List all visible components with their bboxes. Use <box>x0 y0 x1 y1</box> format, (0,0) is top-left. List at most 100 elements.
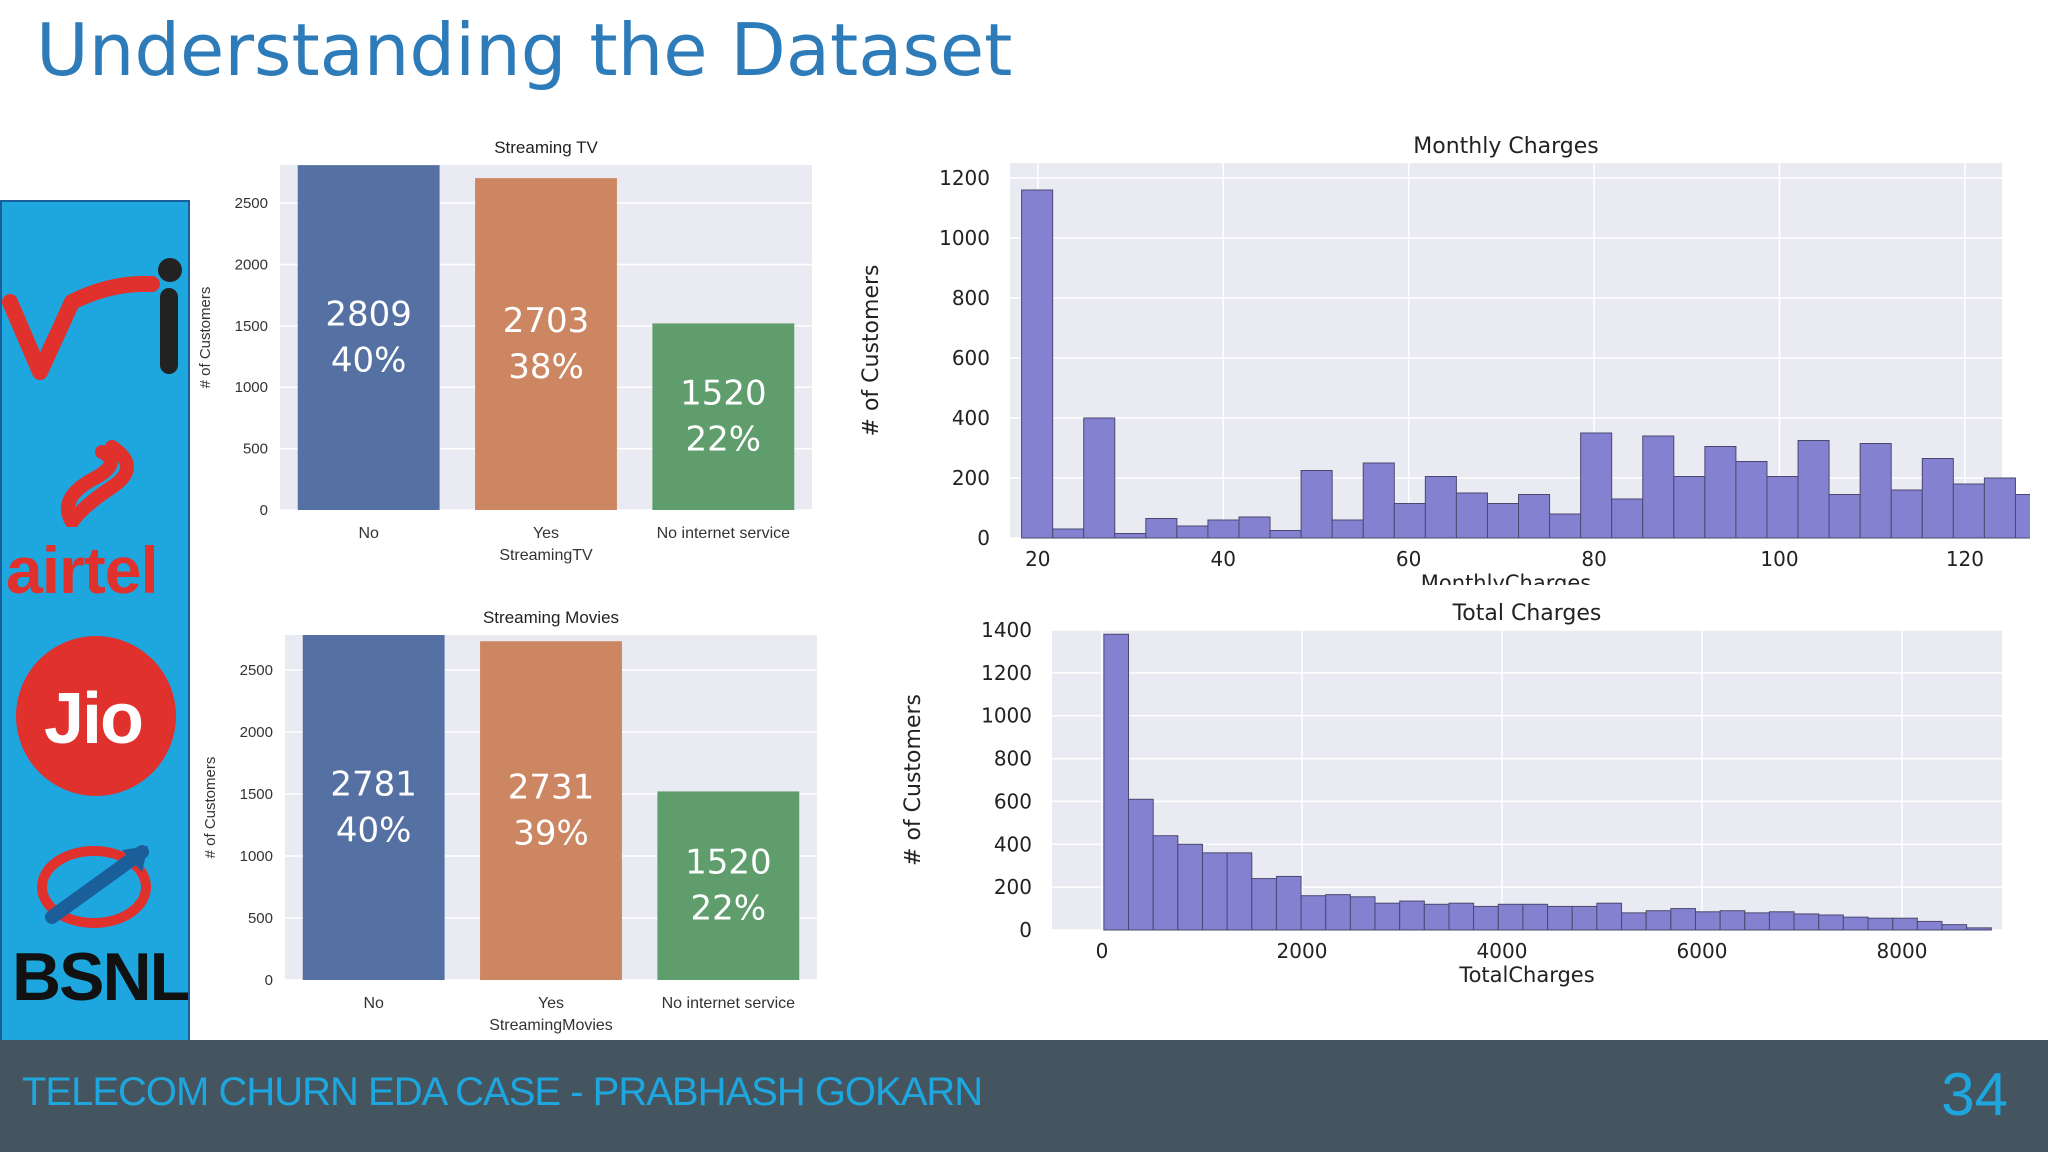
monthly-charges-chart: 0 200 400 600 800 1000 1200 20 40 60 80 100 120 Month… <box>850 118 2030 593</box>
y-tick-label: 0 <box>1019 918 1032 942</box>
y-tick-label: 600 <box>952 346 990 370</box>
histogram-bar <box>1549 513 1582 539</box>
airtel-swoosh-icon <box>61 440 134 527</box>
histogram-bar <box>1571 905 1598 931</box>
y-tick-label: 0 <box>260 502 268 519</box>
footer-bar: TELECOM CHURN EDA CASE - PRABHASH GOKARN… <box>0 1040 2048 1152</box>
chart-title: Streaming TV <box>494 138 598 157</box>
x-tick-label: 80 <box>1581 547 1606 571</box>
histogram-bar <box>1766 476 1799 539</box>
x-tick-label: No <box>363 995 384 1012</box>
histogram-bar <box>1300 895 1327 931</box>
histogram-bar <box>1828 494 1861 539</box>
bar-percent-label: 38% <box>508 347 584 387</box>
histogram-bar <box>1842 916 1869 931</box>
histogram-bar <box>1518 494 1551 539</box>
bar-count-label: 1520 <box>680 374 767 414</box>
histogram-bar <box>1596 902 1623 931</box>
x-tick-label: 6000 <box>1677 939 1728 963</box>
histogram-bar <box>1083 417 1116 539</box>
slide-title: Understanding the Dataset <box>36 8 1013 92</box>
histogram-bar <box>1744 912 1770 931</box>
histogram-bar <box>1393 503 1426 539</box>
bar-count-label: 2781 <box>330 765 417 805</box>
page-number: 34 <box>1941 1061 2008 1128</box>
y-tick-label: 800 <box>994 747 1032 771</box>
histogram-bar <box>1670 908 1696 931</box>
monthly-charges-svg: 0 200 400 600 800 1000 1200 20 40 60 80 100 120 Month… <box>859 134 2030 593</box>
bar-percent-label: 40% <box>331 341 407 381</box>
y-tick-label: 2000 <box>240 724 273 741</box>
histogram-bar <box>1645 910 1672 931</box>
footer-text: TELECOM CHURN EDA CASE - PRABHASH GOKARN <box>22 1070 983 1114</box>
y-tick-label: 0 <box>265 972 273 989</box>
chart-title: Total Charges <box>1452 601 1602 626</box>
plot-area <box>1010 163 2002 538</box>
histogram-bar <box>1455 492 1488 539</box>
bar <box>652 323 795 510</box>
histogram-bar <box>1797 440 1830 539</box>
y-tick-label: 400 <box>952 406 990 430</box>
histogram-bar <box>1448 902 1475 931</box>
histogram-bar <box>1642 435 1675 539</box>
vi-logo <box>2 258 182 380</box>
y-tick-label: 0 <box>977 526 990 550</box>
histogram-bar <box>1892 917 1918 931</box>
histogram-bar <box>1300 470 1333 539</box>
streaming-movies-chart: 0 500 1000 1500 2000 2500 No 2781 40% Yes 2731 39% N… <box>192 590 828 1042</box>
streaming-tv-chart: 0 500 1000 1500 2000 2500 No 2809 40% Yes 2703 38% N… <box>192 120 828 580</box>
x-tick-label: Yes <box>538 995 564 1012</box>
x-tick-label: 4000 <box>1477 939 1528 963</box>
y-tick-label: 1000 <box>240 848 273 865</box>
y-tick-label: 1200 <box>939 166 990 190</box>
bar <box>297 165 440 510</box>
y-tick-label: 400 <box>994 832 1032 856</box>
histogram-bar <box>1052 528 1085 539</box>
x-tick-label: No <box>358 525 379 542</box>
histogram-bar <box>1735 461 1768 539</box>
streaming-tv-svg: 0 500 1000 1500 2000 2500 No 2809 40% Yes 2703 38% N… <box>197 138 812 564</box>
y-axis-label: # of Customers <box>859 265 884 437</box>
brand-logo-panel: airtel Jio BSNL <box>0 200 190 1042</box>
histogram-bar <box>1021 189 1054 539</box>
bsnl-logo: BSNL <box>12 939 190 1015</box>
histogram-bar <box>1867 917 1894 931</box>
x-axis-label: StreamingTV <box>499 547 593 564</box>
y-axis-label: # of Customers <box>901 694 926 866</box>
x-tick-label: 120 <box>1946 547 1984 571</box>
histogram-bar <box>1177 843 1203 931</box>
y-tick-label: 1000 <box>939 226 990 250</box>
y-axis-label: # of Customers <box>197 287 214 389</box>
histogram-bar <box>1349 896 1376 931</box>
histogram-bar <box>1719 910 1746 931</box>
y-tick-label: 600 <box>994 789 1032 813</box>
histogram-bar <box>1374 902 1401 931</box>
y-tick-label: 2500 <box>235 195 268 212</box>
x-axis-label: StreamingMovies <box>489 1017 613 1034</box>
total-charges-chart: 0 200 400 600 800 1000 1200 1400 0 2000 4000 6000 80… <box>890 585 2030 995</box>
bar-count-label: 2731 <box>508 768 595 808</box>
x-tick-label: 0 <box>1096 939 1109 963</box>
y-tick-label: 500 <box>243 441 268 458</box>
bar-percent-label: 22% <box>686 420 762 460</box>
histogram-bar <box>1890 489 1923 539</box>
y-tick-label: 1500 <box>235 318 268 335</box>
x-tick-label: 8000 <box>1877 939 1928 963</box>
histogram-bar <box>1399 900 1425 931</box>
y-tick-label: 1000 <box>981 704 1032 728</box>
histogram-bar <box>1818 914 1844 931</box>
histogram-bar <box>1114 533 1147 539</box>
jio-logo <box>16 636 176 796</box>
y-tick-label: 1500 <box>240 786 273 803</box>
jio-logo-text: Jio <box>44 679 144 759</box>
histogram-bar <box>1226 852 1253 931</box>
chart-title: Monthly Charges <box>1413 134 1599 159</box>
histogram-bar <box>1694 911 1721 931</box>
chart-title: Streaming Movies <box>483 608 619 627</box>
histogram-bar <box>1201 852 1228 931</box>
x-tick-label: 2000 <box>1277 939 1328 963</box>
histogram-bar <box>1145 518 1178 539</box>
histogram-bar <box>1207 519 1240 539</box>
y-tick-label: 800 <box>952 286 990 310</box>
histogram-bar <box>1547 905 1573 931</box>
